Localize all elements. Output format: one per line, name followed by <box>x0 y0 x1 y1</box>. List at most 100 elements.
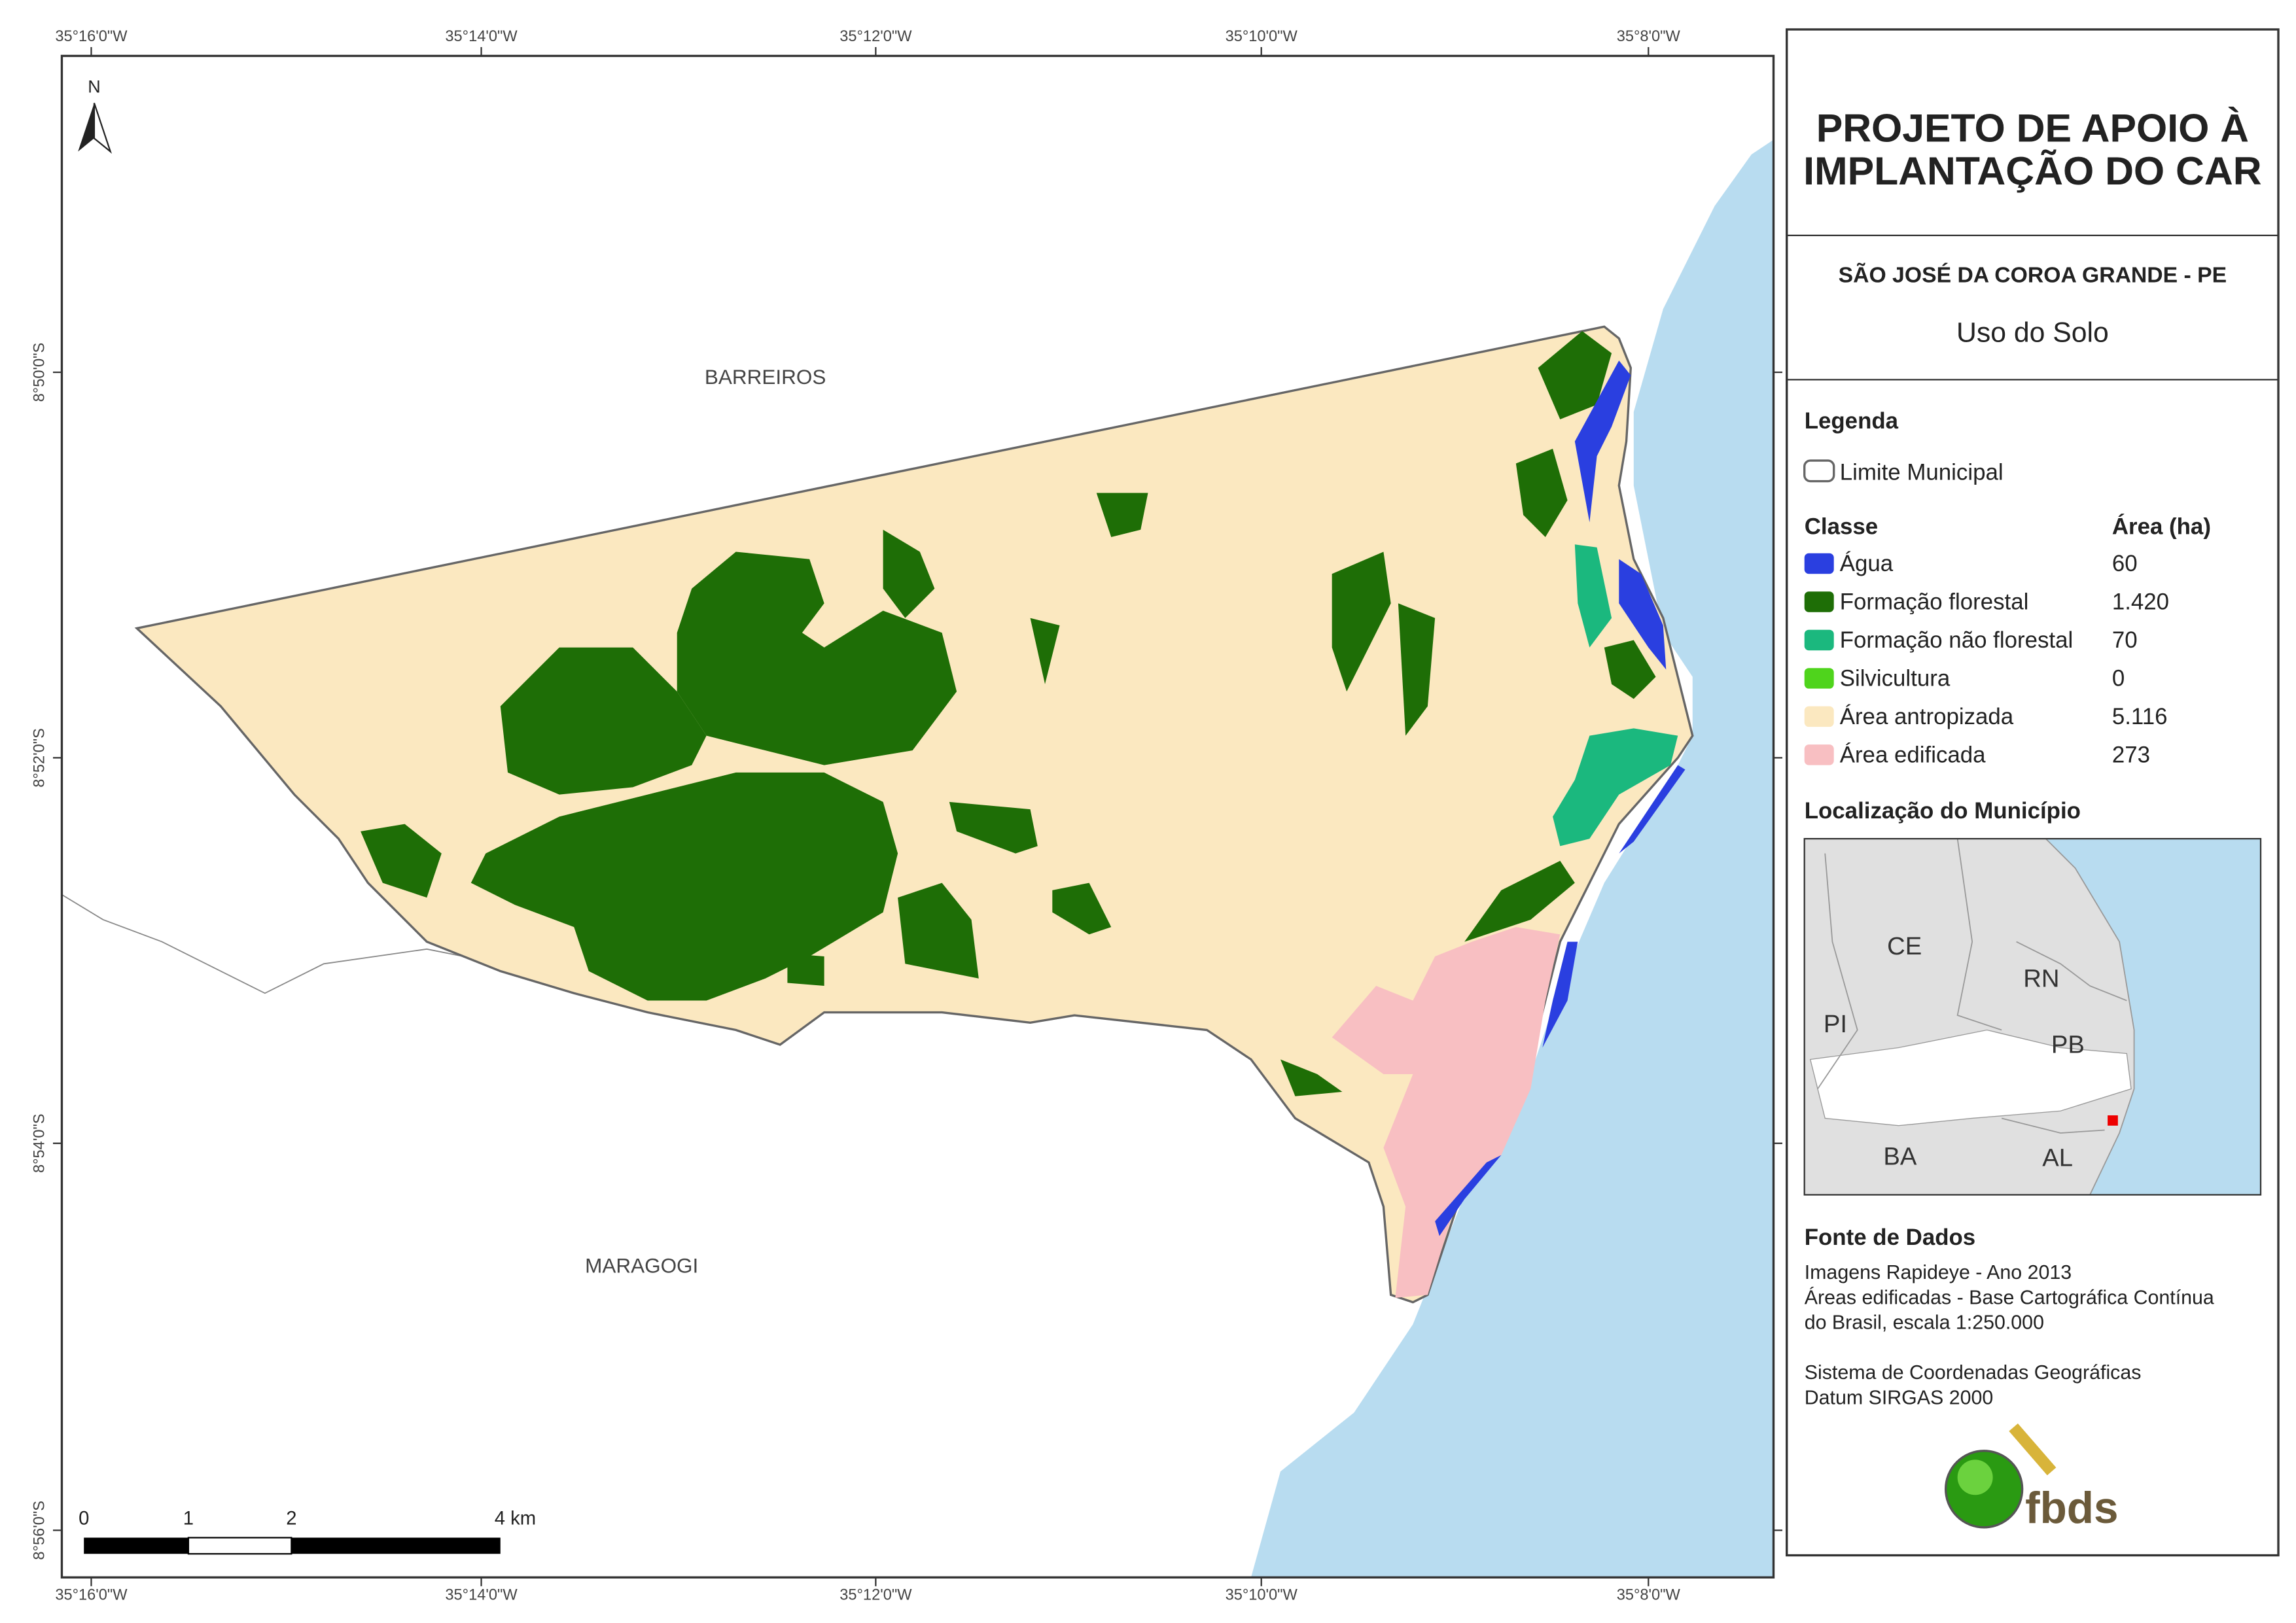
legend-area: 1.420 <box>2112 589 2169 614</box>
inset-border <box>1817 853 1858 1090</box>
legend-label: Área edificada <box>1840 742 1986 767</box>
ocean <box>1250 139 1774 1578</box>
title: PROJETO DE APOIO À <box>1816 106 2249 150</box>
forest-patch <box>787 953 824 986</box>
logo: fbds <box>1944 1423 2119 1533</box>
water-patch <box>1619 765 1686 854</box>
frame-ticks <box>52 46 1782 1586</box>
lon-label: 35°12'0"W <box>839 1586 912 1603</box>
lon-label: 35°16'0"W <box>55 1586 128 1603</box>
source-line: Áreas edificadas - Base Cartográfica Con… <box>1805 1287 2214 1308</box>
lon-label: 35°14'0"W <box>445 28 518 45</box>
forest-patch <box>1332 551 1391 692</box>
inset-state-pe <box>1809 1029 2132 1126</box>
inset-border <box>2001 1117 2105 1134</box>
forest-patch <box>1096 493 1148 538</box>
built-area <box>1332 927 1561 1298</box>
legend-label: Área antropizada <box>1840 704 2014 729</box>
forest-patch <box>470 772 898 1001</box>
municipality-marker <box>2108 1115 2118 1126</box>
legend-swatch <box>1804 591 1834 612</box>
forest-patch <box>361 824 442 898</box>
legend-label: Limite Municipal <box>1840 460 2004 485</box>
water-patch <box>1574 360 1631 523</box>
logo-text: fbds <box>2025 1484 2118 1533</box>
legend-area: 273 <box>2112 742 2150 767</box>
scale-segment <box>187 1537 292 1555</box>
lon-label: 35°12'0"W <box>839 28 912 45</box>
legend-swatch <box>1804 668 1834 689</box>
scale-bar: 0 1 2 4 km <box>79 1508 536 1555</box>
source-line: Imagens Rapideye - Ano 2013 <box>1805 1262 2072 1283</box>
scale-label: 1 <box>183 1508 194 1529</box>
legend-swatch <box>1804 744 1834 765</box>
source-line: Datum SIRGAS 2000 <box>1805 1387 1994 1408</box>
lon-label: 35°16'0"W <box>55 28 128 45</box>
forest-patch <box>677 551 957 765</box>
water-patch <box>1619 559 1667 670</box>
source-line: Sistema de Coordenadas Geográficas <box>1805 1362 2142 1384</box>
subtitle: Uso do Solo <box>1956 317 2109 348</box>
legend-swatch <box>1804 629 1834 651</box>
side-panel <box>1786 28 2280 1557</box>
title: IMPLANTAÇÃO DO CAR <box>1803 148 2261 193</box>
forest-patch <box>1052 882 1112 935</box>
forest-patch <box>1515 449 1568 538</box>
neighbor-boundary <box>62 894 501 994</box>
non-forest-patch <box>1574 544 1612 648</box>
scale-label: 2 <box>286 1508 296 1529</box>
lon-label: 35°14'0"W <box>445 1586 518 1603</box>
forest-patch <box>1538 331 1612 420</box>
forest-patch <box>883 529 935 618</box>
boundary-swatch <box>1803 459 1835 483</box>
state-label: CE <box>1887 932 1922 960</box>
lat-label: 8°50'0"S <box>31 343 48 402</box>
coordinate-labels: 35°16'0"W 35°14'0"W 35°12'0"W 35°10'0"W … <box>31 28 1681 1603</box>
inset-border <box>2016 941 2127 1002</box>
forest-patch <box>500 647 707 795</box>
lat-label: 8°56'0"S <box>31 1501 48 1560</box>
forest-patch <box>1464 860 1575 942</box>
inset-border <box>1956 838 2002 1031</box>
state-label: BA <box>1883 1142 1916 1170</box>
legend-heading: Legenda <box>1805 408 1899 434</box>
municipality-area <box>134 325 1694 1304</box>
non-forest-patch <box>1553 728 1678 846</box>
water <box>1435 360 1686 1236</box>
scale-segment <box>291 1537 501 1554</box>
legend-swatch <box>1804 706 1834 727</box>
lat-label: 8°52'0"S <box>31 728 48 788</box>
legend-area: 70 <box>2112 627 2138 653</box>
municipality: SÃO JOSÉ DA COROA GRANDE - PE <box>1839 263 2227 288</box>
area-heading: Área (ha) <box>2112 514 2211 540</box>
state-label: PI <box>1824 1010 1847 1038</box>
forest-patch <box>1280 1059 1343 1096</box>
lon-label: 35°8'0"W <box>1617 28 1681 45</box>
legend-area: 0 <box>2112 665 2125 691</box>
legend-area: 60 <box>2112 551 2138 576</box>
scale-segment <box>84 1537 188 1554</box>
logo-highlight <box>1957 1459 1993 1495</box>
sources-heading: Fonte de Dados <box>1805 1225 1975 1250</box>
legend-label: Formação não florestal <box>1840 627 2074 653</box>
lon-label: 35°10'0"W <box>1226 28 1298 45</box>
scale-label: 4 km <box>495 1508 536 1529</box>
inset-frame <box>1803 837 2262 1196</box>
map-frame <box>60 54 1775 1579</box>
state-label: PB <box>2051 1031 2085 1059</box>
location-map: CE RN PI PB BA AL <box>1803 837 2262 1196</box>
non-forest <box>1553 544 1678 846</box>
place-label: BARREIROS <box>705 365 826 389</box>
forest-patch <box>898 882 979 979</box>
forest-patch <box>949 801 1038 854</box>
legend-label: Água <box>1840 551 1894 576</box>
source-line: do Brasil, escala 1:250.000 <box>1805 1312 2044 1334</box>
logo-bar <box>2009 1423 2057 1476</box>
scale-label: 0 <box>79 1508 89 1529</box>
place-label: MARAGOGI <box>585 1253 698 1277</box>
legend-classes: Água 60 Formação florestal 1.420 Formação nã… <box>1804 551 2169 767</box>
legend-label: Silvicultura <box>1840 665 1951 691</box>
forest <box>361 331 1656 1096</box>
forest-patch <box>1604 640 1656 699</box>
lon-label: 35°8'0"W <box>1617 1586 1681 1603</box>
